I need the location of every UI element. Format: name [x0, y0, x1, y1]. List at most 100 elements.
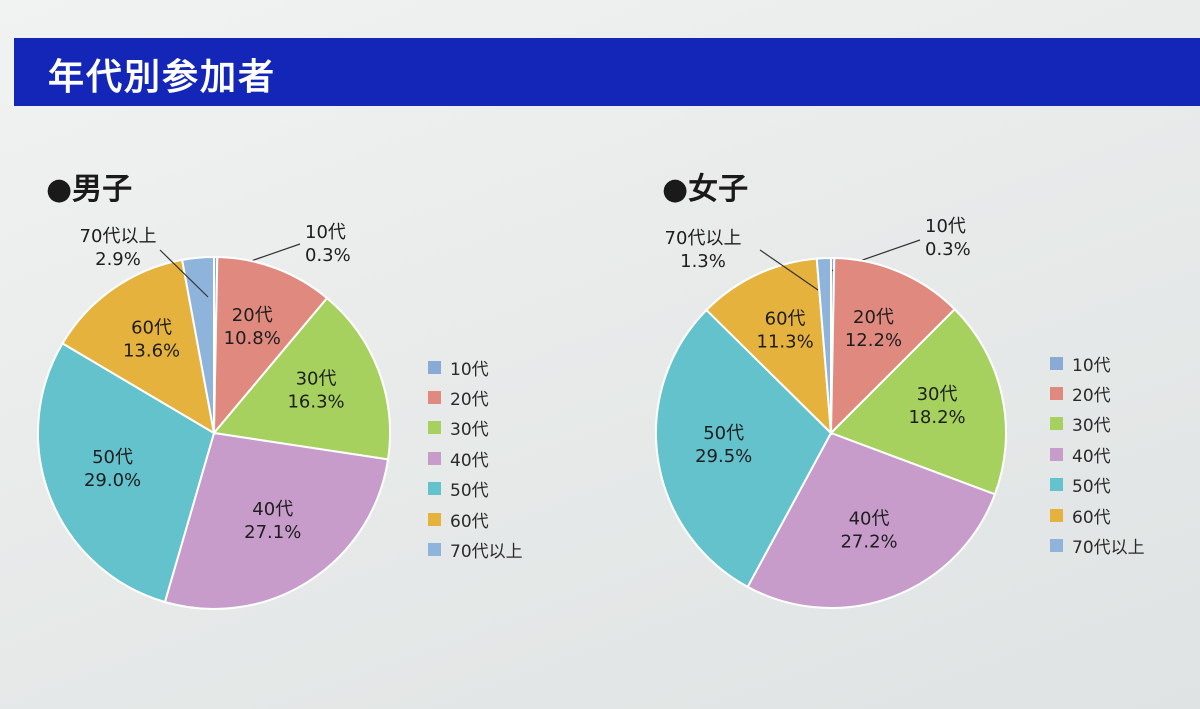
female-legend-label-5: 60代 [1072, 507, 1111, 528]
male-legend-label-5: 60代 [450, 511, 489, 532]
male-slice-category-6: 70代以上 [80, 226, 157, 247]
female-slice-category-5: 60代 [765, 309, 806, 330]
female-legend-item-1: 20代 [1050, 378, 1145, 408]
female-legend-swatch-0 [1050, 356, 1063, 370]
male-slice-value-3: 27.1% [244, 522, 301, 543]
female-legend-swatch-4 [1050, 478, 1063, 492]
female-slice-category-3: 40代 [849, 509, 890, 530]
female-legend-swatch-3 [1050, 447, 1063, 461]
male-legend-label-3: 40代 [450, 450, 489, 471]
female-legend-label-3: 40代 [1072, 446, 1111, 467]
male-slice-category-5: 60代 [131, 318, 172, 339]
male-slice-1 [212, 256, 329, 436]
female-legend-item-2: 30代 [1050, 409, 1145, 439]
male-legend-swatch-3 [428, 451, 441, 465]
male-legend-item-0: 10代 [428, 352, 523, 382]
female-slice-category-6: 70代以上 [665, 228, 742, 249]
female-legend: 10代 20代 30代 40代 50代 60代 70代以上 [1050, 348, 1145, 561]
title-banner: 年代別参加者 [14, 38, 1200, 106]
male-legend-label-6: 70代以上 [450, 542, 523, 563]
male-legend-swatch-1 [428, 391, 441, 405]
female-slice-5 [705, 257, 833, 436]
female-legend-item-6: 70代以上 [1050, 530, 1145, 560]
female-chart-heading: ●女子 [662, 172, 749, 207]
female-slice-value-3: 27.2% [840, 532, 897, 553]
male-legend-label-4: 50代 [450, 481, 489, 502]
female-leader-line-6 [759, 249, 819, 291]
male-legend-item-2: 30代 [428, 413, 523, 443]
male-slice-value-1: 10.8% [224, 328, 281, 349]
female-legend-label-1: 20代 [1072, 386, 1111, 407]
female-slice-category-0: 10代 [925, 216, 966, 237]
female-slice-value-4: 29.5% [695, 446, 752, 467]
female-slice-3 [746, 431, 997, 609]
male-slice-category-3: 40代 [252, 499, 293, 520]
male-legend-item-5: 60代 [428, 504, 523, 534]
male-slice-value-6: 2.9% [95, 249, 141, 270]
male-slice-category-2: 30代 [296, 368, 337, 389]
female-slice-category-2: 30代 [917, 384, 958, 405]
male-slice-value-0: 0.3% [305, 245, 351, 266]
female-slice-value-5: 11.3% [757, 332, 814, 353]
female-legend-swatch-5 [1050, 508, 1063, 522]
male-legend-swatch-5 [428, 512, 441, 526]
female-slice-6 [815, 256, 832, 434]
female-slice-value-2: 18.2% [908, 407, 965, 428]
male-legend-item-4: 50代 [428, 474, 523, 504]
female-legend-item-5: 60代 [1050, 500, 1145, 530]
male-slice-6 [180, 255, 215, 434]
male-slice-category-4: 50代 [92, 447, 133, 468]
female-slice-2 [829, 307, 1007, 496]
male-pie [37, 243, 391, 610]
male-legend-label-2: 30代 [450, 420, 489, 441]
female-legend-label-0: 10代 [1072, 355, 1111, 376]
female-slice-1 [829, 257, 957, 436]
male-legend-swatch-4 [428, 482, 441, 496]
male-slice-value-5: 13.6% [123, 341, 180, 362]
female-slice-value-1: 12.2% [845, 330, 902, 351]
female-slice-category-4: 50代 [703, 423, 744, 444]
female-slice-value-6: 1.3% [680, 251, 726, 272]
male-slice-category-1: 20代 [232, 305, 273, 326]
female-legend-swatch-1 [1050, 387, 1063, 401]
male-slice-2 [212, 296, 391, 461]
male-legend-item-3: 40代 [428, 443, 523, 473]
female-slice-4 [655, 308, 833, 589]
male-legend-swatch-6 [428, 543, 441, 557]
female-legend-label-4: 50代 [1072, 477, 1111, 498]
female-slice-value-0: 0.3% [925, 239, 971, 260]
male-legend-item-6: 70代以上 [428, 534, 523, 564]
page-title: 年代別参加者 [48, 57, 277, 98]
male-slice-category-0: 10代 [305, 222, 346, 243]
female-pie [655, 239, 1007, 609]
female-slice-category-1: 20代 [853, 307, 894, 328]
male-legend-item-1: 20代 [428, 382, 523, 412]
female-legend-swatch-2 [1050, 417, 1063, 431]
male-legend-label-0: 10代 [450, 359, 489, 380]
male-slice-value-4: 29.0% [84, 470, 141, 491]
male-legend-label-1: 20代 [450, 390, 489, 411]
female-legend-item-3: 40代 [1050, 439, 1145, 469]
male-chart-heading: ●男子 [46, 172, 133, 207]
male-legend-swatch-2 [428, 421, 441, 435]
female-legend-label-6: 70代以上 [1072, 538, 1145, 559]
male-leader-line-6 [159, 249, 209, 298]
male-slice-3 [163, 431, 390, 610]
female-legend-swatch-6 [1050, 539, 1063, 553]
male-slice-value-2: 16.3% [287, 391, 344, 412]
female-legend-label-2: 30代 [1072, 416, 1111, 437]
